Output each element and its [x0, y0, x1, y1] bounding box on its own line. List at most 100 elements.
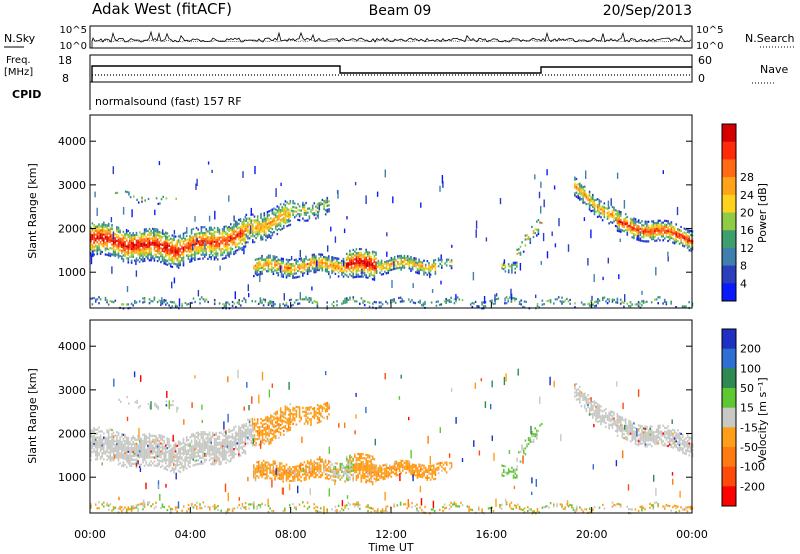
echo-cell [185, 246, 188, 249]
echo-cell [620, 228, 622, 231]
echo-cell [150, 259, 152, 262]
echo-cell [107, 435, 110, 438]
echo-cell [355, 248, 358, 251]
echo-cell [253, 434, 256, 437]
echo-cell [647, 240, 650, 243]
echo-cell [212, 250, 214, 253]
echo-cell [352, 248, 354, 251]
echo-cell [307, 211, 309, 214]
echo-cell [158, 449, 161, 452]
echo-cell [156, 459, 159, 462]
echo-cell [145, 452, 147, 455]
echo-cell [216, 244, 219, 247]
echo-cell [618, 230, 620, 233]
echo-cell [346, 299, 348, 302]
echo-cell [202, 241, 204, 244]
echo-cell [284, 405, 287, 408]
echo-cell [403, 300, 405, 303]
echo-cell [287, 208, 290, 211]
echo-cell [601, 219, 604, 222]
echo-cell [111, 235, 113, 238]
echo-cell [239, 227, 242, 230]
echo-cell [253, 231, 256, 234]
echo-cell [205, 443, 208, 446]
echo-cell [127, 462, 130, 465]
echo-cell [662, 229, 664, 232]
echo-cell [287, 425, 290, 428]
echo-cell [117, 226, 120, 229]
echo-cell [283, 293, 285, 301]
echo-cell [110, 217, 113, 223]
echo-cell [313, 267, 315, 270]
echo-cell [212, 431, 214, 434]
echo-cell [254, 258, 257, 261]
echo-cell [189, 235, 191, 238]
echo-cell [313, 263, 315, 266]
echo-cell [197, 290, 200, 297]
echo-cell [273, 219, 275, 222]
echo-cell [205, 446, 208, 450]
echo-cell [629, 227, 632, 230]
echo-cell [194, 254, 196, 258]
echo-cell [634, 229, 637, 233]
echo-cell [385, 264, 388, 267]
echo-cell [313, 269, 315, 272]
echo-cell [290, 209, 293, 212]
echo-cell [615, 301, 617, 304]
echo-cell [279, 211, 282, 214]
echo-cell [651, 228, 653, 231]
echo-cell [504, 264, 507, 267]
nave-tick-top: 60 [698, 54, 712, 67]
echo-cell [216, 258, 219, 261]
echo-cell [245, 432, 248, 435]
echo-cell [290, 263, 293, 266]
echo-cell [263, 233, 266, 236]
echo-cell [272, 303, 275, 306]
echo-cell [352, 260, 354, 263]
echo-cell [134, 462, 136, 465]
echo-cell [179, 470, 181, 474]
echo-cell [247, 235, 249, 238]
echo-cell [152, 237, 154, 240]
echo-cell [313, 214, 316, 217]
echo-cell [202, 435, 204, 438]
echo-cell [261, 301, 263, 304]
echo-cell [662, 227, 664, 230]
echo-cell [251, 300, 253, 303]
echo-cell [166, 441, 169, 444]
echo-cell [384, 266, 386, 269]
echo-cell [279, 259, 281, 262]
echo-cell [127, 450, 130, 453]
echo-cell [179, 447, 181, 450]
echo-cell [238, 246, 240, 249]
echo-cell [160, 251, 162, 254]
echo-cell [293, 210, 296, 213]
echo-cell [292, 211, 294, 215]
echo-cell [181, 253, 183, 256]
echo-cell [608, 216, 610, 219]
echo-cell [202, 462, 204, 465]
colorbar-swatch [722, 283, 736, 302]
echo-cell [274, 257, 276, 260]
echo-cell [212, 236, 214, 239]
echo-cell [363, 300, 366, 303]
echo-cell [253, 219, 256, 222]
echo-cell [415, 259, 417, 262]
echo-cell [230, 248, 232, 251]
echo-cell [228, 237, 230, 240]
echo-cell [148, 259, 151, 262]
echo-cell [177, 249, 180, 252]
echo-cell [173, 445, 175, 448]
echo-cell [328, 270, 330, 274]
echo-cell [260, 230, 262, 233]
echo-cell [103, 448, 105, 451]
echo-cell [646, 228, 648, 231]
echo-cell [253, 241, 256, 244]
echo-cell [165, 241, 167, 244]
echo-cell [153, 253, 156, 256]
echo-cell [267, 266, 270, 269]
echo-cell [202, 448, 204, 451]
echo-cell [221, 447, 224, 450]
echo-cell [618, 212, 620, 215]
echo-cell [207, 238, 209, 241]
